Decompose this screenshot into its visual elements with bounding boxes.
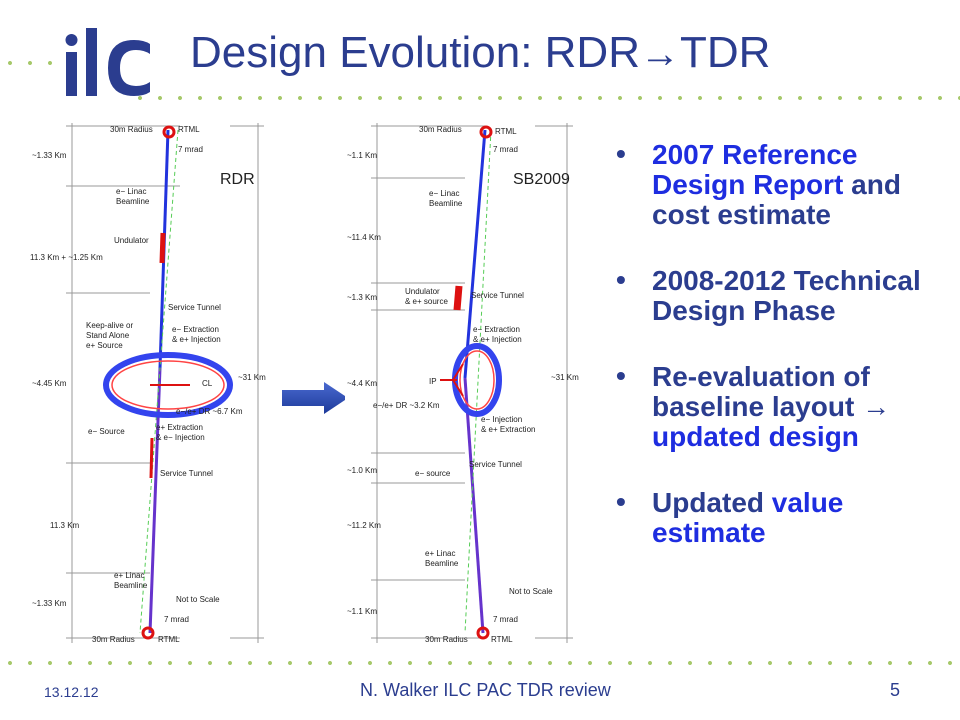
top-dotted-line	[130, 95, 960, 101]
sb-beamline-2: Beamline	[425, 559, 459, 568]
sb-extraction-2: & e+ Injection	[473, 335, 522, 344]
rdr-mrad-bottom: 7 mrad	[164, 615, 189, 624]
top-dotted-line-left	[0, 60, 60, 66]
sb-dist-7: ~1.1 Km	[347, 607, 377, 616]
rdr-service-tunnel-2: Service Tunnel	[160, 469, 213, 478]
sb-tag: SB2009	[513, 171, 570, 188]
rdr-extraction-2: & e+ Injection	[172, 335, 221, 344]
rdr-dr: e−/e+ DR ~6.7 Km	[176, 407, 243, 416]
rdr-rtml-bottom: RTML	[158, 635, 180, 644]
rdr-tag: RDR	[220, 171, 255, 188]
sb-source: & e+ source	[405, 297, 448, 306]
footer-presenter: N. Walker ILC PAC TDR review	[360, 680, 611, 700]
rdr-dist-3: ~4.45 Km	[32, 379, 67, 388]
sb2009-layout-diagram: 30m Radius RTML 7 mrad ~1.1 Km e− Linac …	[345, 118, 600, 648]
rdr-dist-1: ~1.33 Km	[32, 151, 67, 160]
bullet-1-text: and cost estimate	[652, 169, 901, 230]
rdr-extraction-3: e+ Extraction	[156, 423, 203, 432]
sb-dist-1: ~1.1 Km	[347, 151, 377, 160]
rdr-beamline: Beamline	[116, 197, 150, 206]
bullet-4-text: Updated	[652, 487, 772, 518]
bottom-dotted-line	[0, 660, 960, 666]
rdr-radius-top: 30m Radius	[110, 125, 153, 134]
bullet-3-arrow-icon: →	[862, 391, 891, 422]
sb-service-tunnel-1: Service Tunnel	[471, 291, 524, 300]
sb-injection-2: & e+ Extraction	[481, 425, 535, 434]
sb-dist-4: ~4.4 Km	[347, 379, 377, 388]
bullet-dot-icon: •	[616, 264, 626, 295]
rdr-dist-total: ~31 Km	[238, 373, 266, 382]
bullet-dot-icon: •	[616, 486, 626, 517]
sb-dist-2: ~11.4 Km	[347, 233, 381, 242]
sb-dist-6: ~11.2 Km	[347, 521, 381, 530]
rdr-extraction-1: e− Extraction	[172, 325, 219, 334]
ilc-logo	[65, 28, 150, 96]
title-suffix: TDR	[679, 28, 771, 77]
rdr-extraction-4: & e− Injection	[156, 433, 205, 442]
sb-dist-total: ~31 Km	[551, 373, 579, 382]
rdr-mrad-top: 7 mrad	[178, 145, 203, 154]
sb-rtml-top: RTML	[495, 127, 517, 136]
rdr-dist-4: 11.3 Km	[50, 521, 80, 530]
sb-linac-e: e− Linac	[429, 189, 459, 198]
rdr-undulator: Undulator	[114, 236, 149, 245]
rdr-e-source: e− Source	[88, 427, 125, 436]
title-arrow-icon: →	[639, 32, 680, 76]
rdr-keep-alive-3: e+ Source	[86, 341, 123, 350]
page-number: 5	[890, 680, 901, 700]
bullet-1-highlight: 2007 Reference Design Report	[652, 139, 858, 200]
sb-ip: IP	[429, 377, 437, 386]
rdr-service-tunnel-1: Service Tunnel	[168, 303, 221, 312]
sb-dist-3: ~1.3 Km	[347, 293, 377, 302]
sb-beamline: Beamline	[429, 199, 463, 208]
sb-extraction-1: e− Extraction	[473, 325, 520, 334]
rdr-radius-bottom: 30m Radius	[92, 635, 135, 644]
bullet-4-highlight: value estimate	[652, 487, 844, 548]
rdr-linac-e: e− Linac	[116, 187, 146, 196]
bullet-3-highlight: updated design	[652, 421, 859, 452]
rdr-keep-alive-1: Keep-alive or	[86, 321, 133, 330]
sb-injection-1: e− Injection	[481, 415, 522, 424]
sb-linac-p: e+ Linac	[425, 549, 455, 558]
sb-dist-5: ~1.0 Km	[347, 466, 377, 475]
bullet-item-1: • 2007 Reference Design Report and cost …	[612, 138, 952, 230]
bullet-item-2: • 2008-2012 Technical Design Phase	[612, 264, 952, 326]
rdr-not-to-scale: Not to Scale	[176, 595, 220, 604]
bullet-list: • 2007 Reference Design Report and cost …	[612, 138, 952, 584]
bullet-item-3: • Re-evaluation of baseline layout → upd…	[612, 360, 952, 452]
rdr-dist-5: ~1.33 Km	[32, 599, 67, 608]
rdr-layout-diagram: 30m Radius RTML 7 mrad ~1.33 Km e− Linac…	[30, 118, 280, 648]
sb-undulator: Undulator	[405, 287, 440, 296]
bullet-2-text: 2008-2012 Technical Design Phase	[652, 265, 921, 326]
rdr-dist-2: 11.3 Km + ~1.25 Km	[30, 253, 103, 262]
sb-radius-bottom: 30m Radius	[425, 635, 468, 644]
sb-rtml-bottom: RTML	[491, 635, 513, 644]
sb-service-tunnel-2: Service Tunnel	[469, 460, 522, 469]
bullet-dot-icon: •	[616, 360, 626, 391]
sb-not-to-scale: Not to Scale	[509, 587, 553, 596]
rdr-linac-p: e+ Linac	[114, 571, 144, 580]
sb-dr: e−/e+ DR ~3.2 Km	[373, 401, 440, 410]
bullet-dot-icon: •	[616, 138, 626, 169]
rdr-cl: CL	[202, 379, 213, 388]
rdr-beamline-2: Beamline	[114, 581, 148, 590]
sb-radius-top: 30m Radius	[419, 125, 462, 134]
slide-title: Design Evolution: RDR→TDR	[190, 28, 770, 78]
sb-mrad-top: 7 mrad	[493, 145, 518, 154]
bullet-3-text: Re-evaluation of baseline layout	[652, 361, 870, 422]
bullet-item-4: • Updated value estimate	[612, 486, 952, 548]
title-prefix: Design Evolution: RDR	[190, 28, 640, 77]
rdr-keep-alive-2: Stand Alone	[86, 331, 130, 340]
rdr-rtml-top: RTML	[178, 125, 200, 134]
transition-arrow-icon	[282, 382, 348, 414]
sb-mrad-bottom: 7 mrad	[493, 615, 518, 624]
sb-e-source: e− source	[415, 469, 451, 478]
footer-date: 13.12.12	[44, 684, 99, 700]
